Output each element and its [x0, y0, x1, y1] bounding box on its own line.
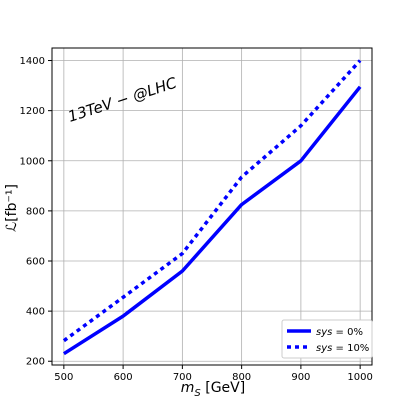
legend: sys = 0% sys = 10% — [281, 319, 373, 359]
y-tick-label: 400 — [26, 307, 45, 318]
legend-entry-sys-10: sys = 10% — [316, 343, 369, 354]
y-tick-label: 200 — [26, 357, 45, 368]
legend-entry-sys-0-var: sys — [316, 327, 332, 338]
legend-entry-sys-10-var: sys — [316, 343, 332, 354]
y-tick-label: 1200 — [20, 106, 45, 117]
x-axis-label-sub: S — [194, 388, 201, 399]
x-axis-label: mS [GeV] — [181, 380, 245, 399]
x-axis-label-unit: [GeV] — [201, 380, 245, 396]
x-tick-label: 500 — [54, 372, 73, 383]
x-tick-label: 900 — [291, 372, 310, 383]
series-layer — [62, 59, 362, 356]
x-tick-label: 600 — [114, 372, 133, 383]
y-tick-label: 1000 — [20, 156, 45, 167]
legend-entry-sys-0-eq: = 0% — [332, 327, 363, 338]
tick-labels: 500 600 700 800 900 1000 200 400 600 800 1000 1200 1… — [20, 56, 373, 383]
x-tick-label: 800 — [232, 372, 251, 383]
y-tick-label: 600 — [26, 257, 45, 268]
series-line-sys-10 — [62, 59, 362, 343]
plot-frame — [51, 47, 373, 366]
legend-entry-sys-0: sys = 0% — [316, 327, 363, 338]
series-line-sys-0 — [62, 85, 362, 356]
y-tick-label: 1400 — [20, 56, 45, 67]
y-tick-label: 800 — [26, 206, 45, 217]
y-axis-label: ℒ[fb⁻¹] — [4, 184, 20, 232]
x-tick-label: 700 — [173, 372, 192, 383]
x-axis-label-var: m — [181, 380, 195, 396]
tick-marks — [48, 60, 361, 369]
legend-entry-sys-10-eq: = 10% — [332, 343, 369, 354]
x-tick-label: 1000 — [347, 372, 372, 383]
